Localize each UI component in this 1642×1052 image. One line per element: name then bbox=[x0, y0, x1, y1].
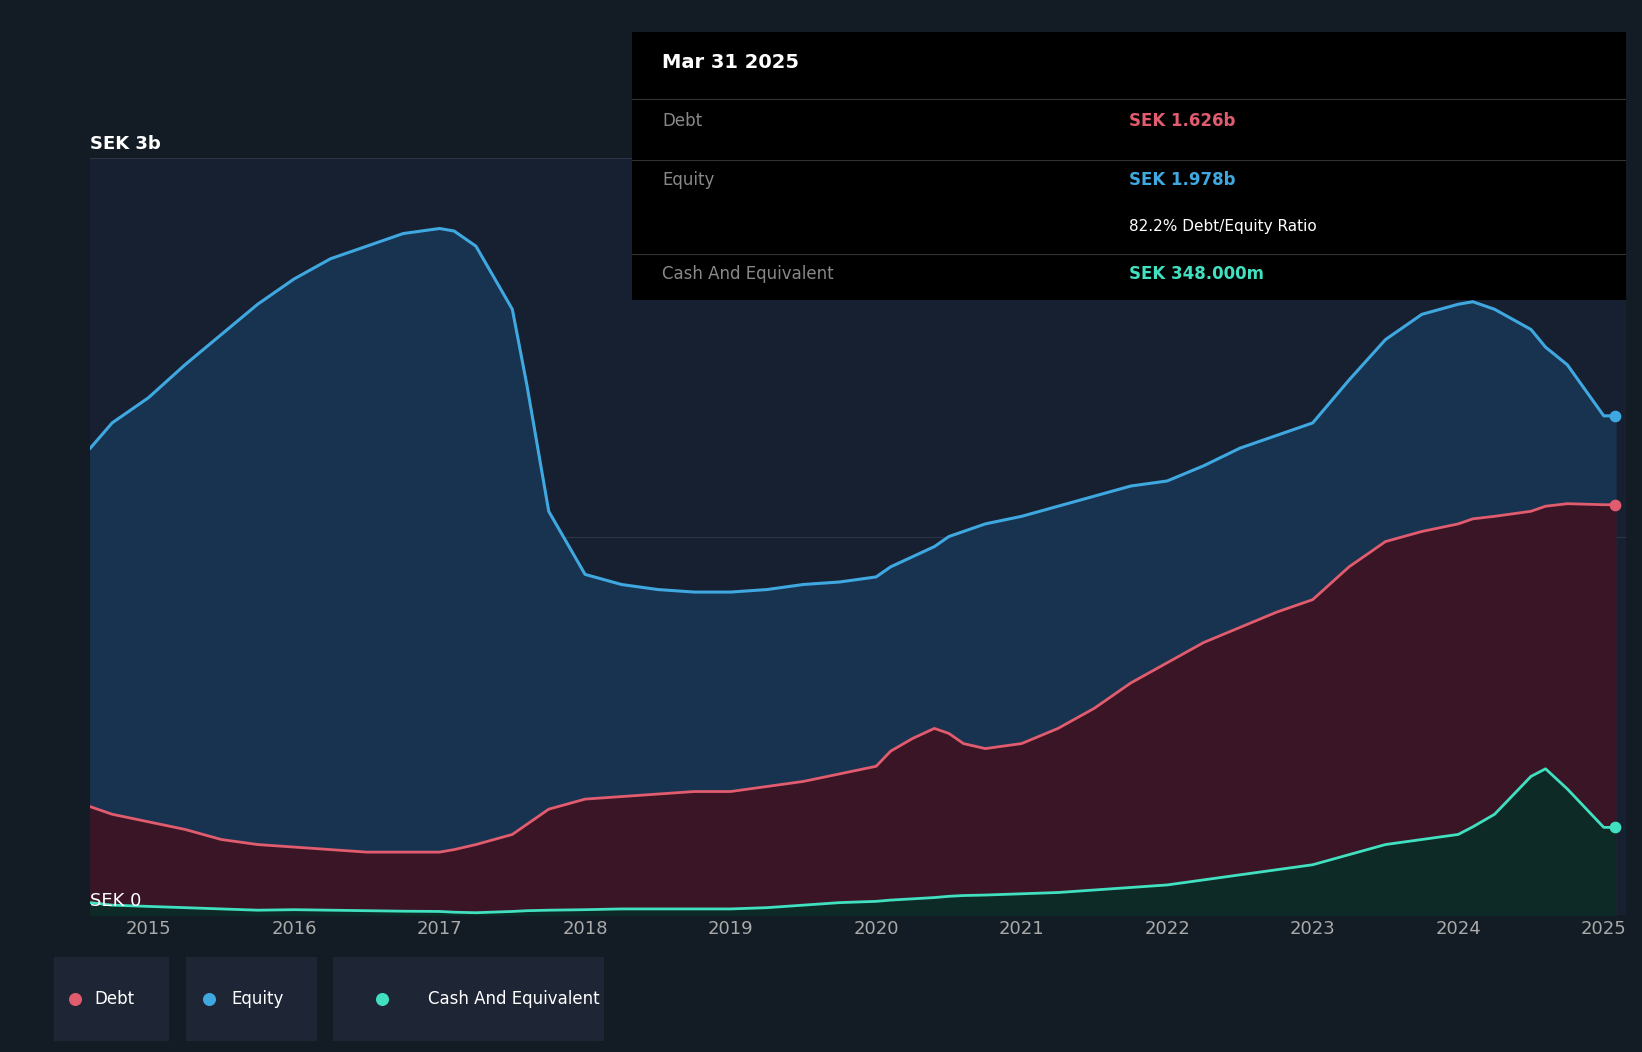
Point bbox=[62, 991, 89, 1008]
Text: Cash And Equivalent: Cash And Equivalent bbox=[662, 265, 834, 283]
Point bbox=[195, 991, 222, 1008]
Point bbox=[1603, 818, 1629, 835]
Text: Equity: Equity bbox=[232, 990, 284, 1009]
Text: Debt: Debt bbox=[662, 113, 703, 130]
Text: Debt: Debt bbox=[95, 990, 135, 1009]
Text: Mar 31 2025: Mar 31 2025 bbox=[662, 53, 800, 72]
Text: SEK 0: SEK 0 bbox=[90, 892, 141, 910]
Point bbox=[1603, 497, 1629, 513]
Text: Cash And Equivalent: Cash And Equivalent bbox=[429, 990, 599, 1009]
Point bbox=[369, 991, 396, 1008]
Text: SEK 348.000m: SEK 348.000m bbox=[1130, 265, 1264, 283]
Text: Equity: Equity bbox=[662, 171, 714, 189]
Point bbox=[1603, 407, 1629, 424]
Text: SEK 1.978b: SEK 1.978b bbox=[1130, 171, 1235, 189]
Text: 82.2% Debt/Equity Ratio: 82.2% Debt/Equity Ratio bbox=[1130, 220, 1317, 235]
Text: SEK 1.626b: SEK 1.626b bbox=[1130, 113, 1235, 130]
Text: SEK 3b: SEK 3b bbox=[90, 135, 161, 153]
